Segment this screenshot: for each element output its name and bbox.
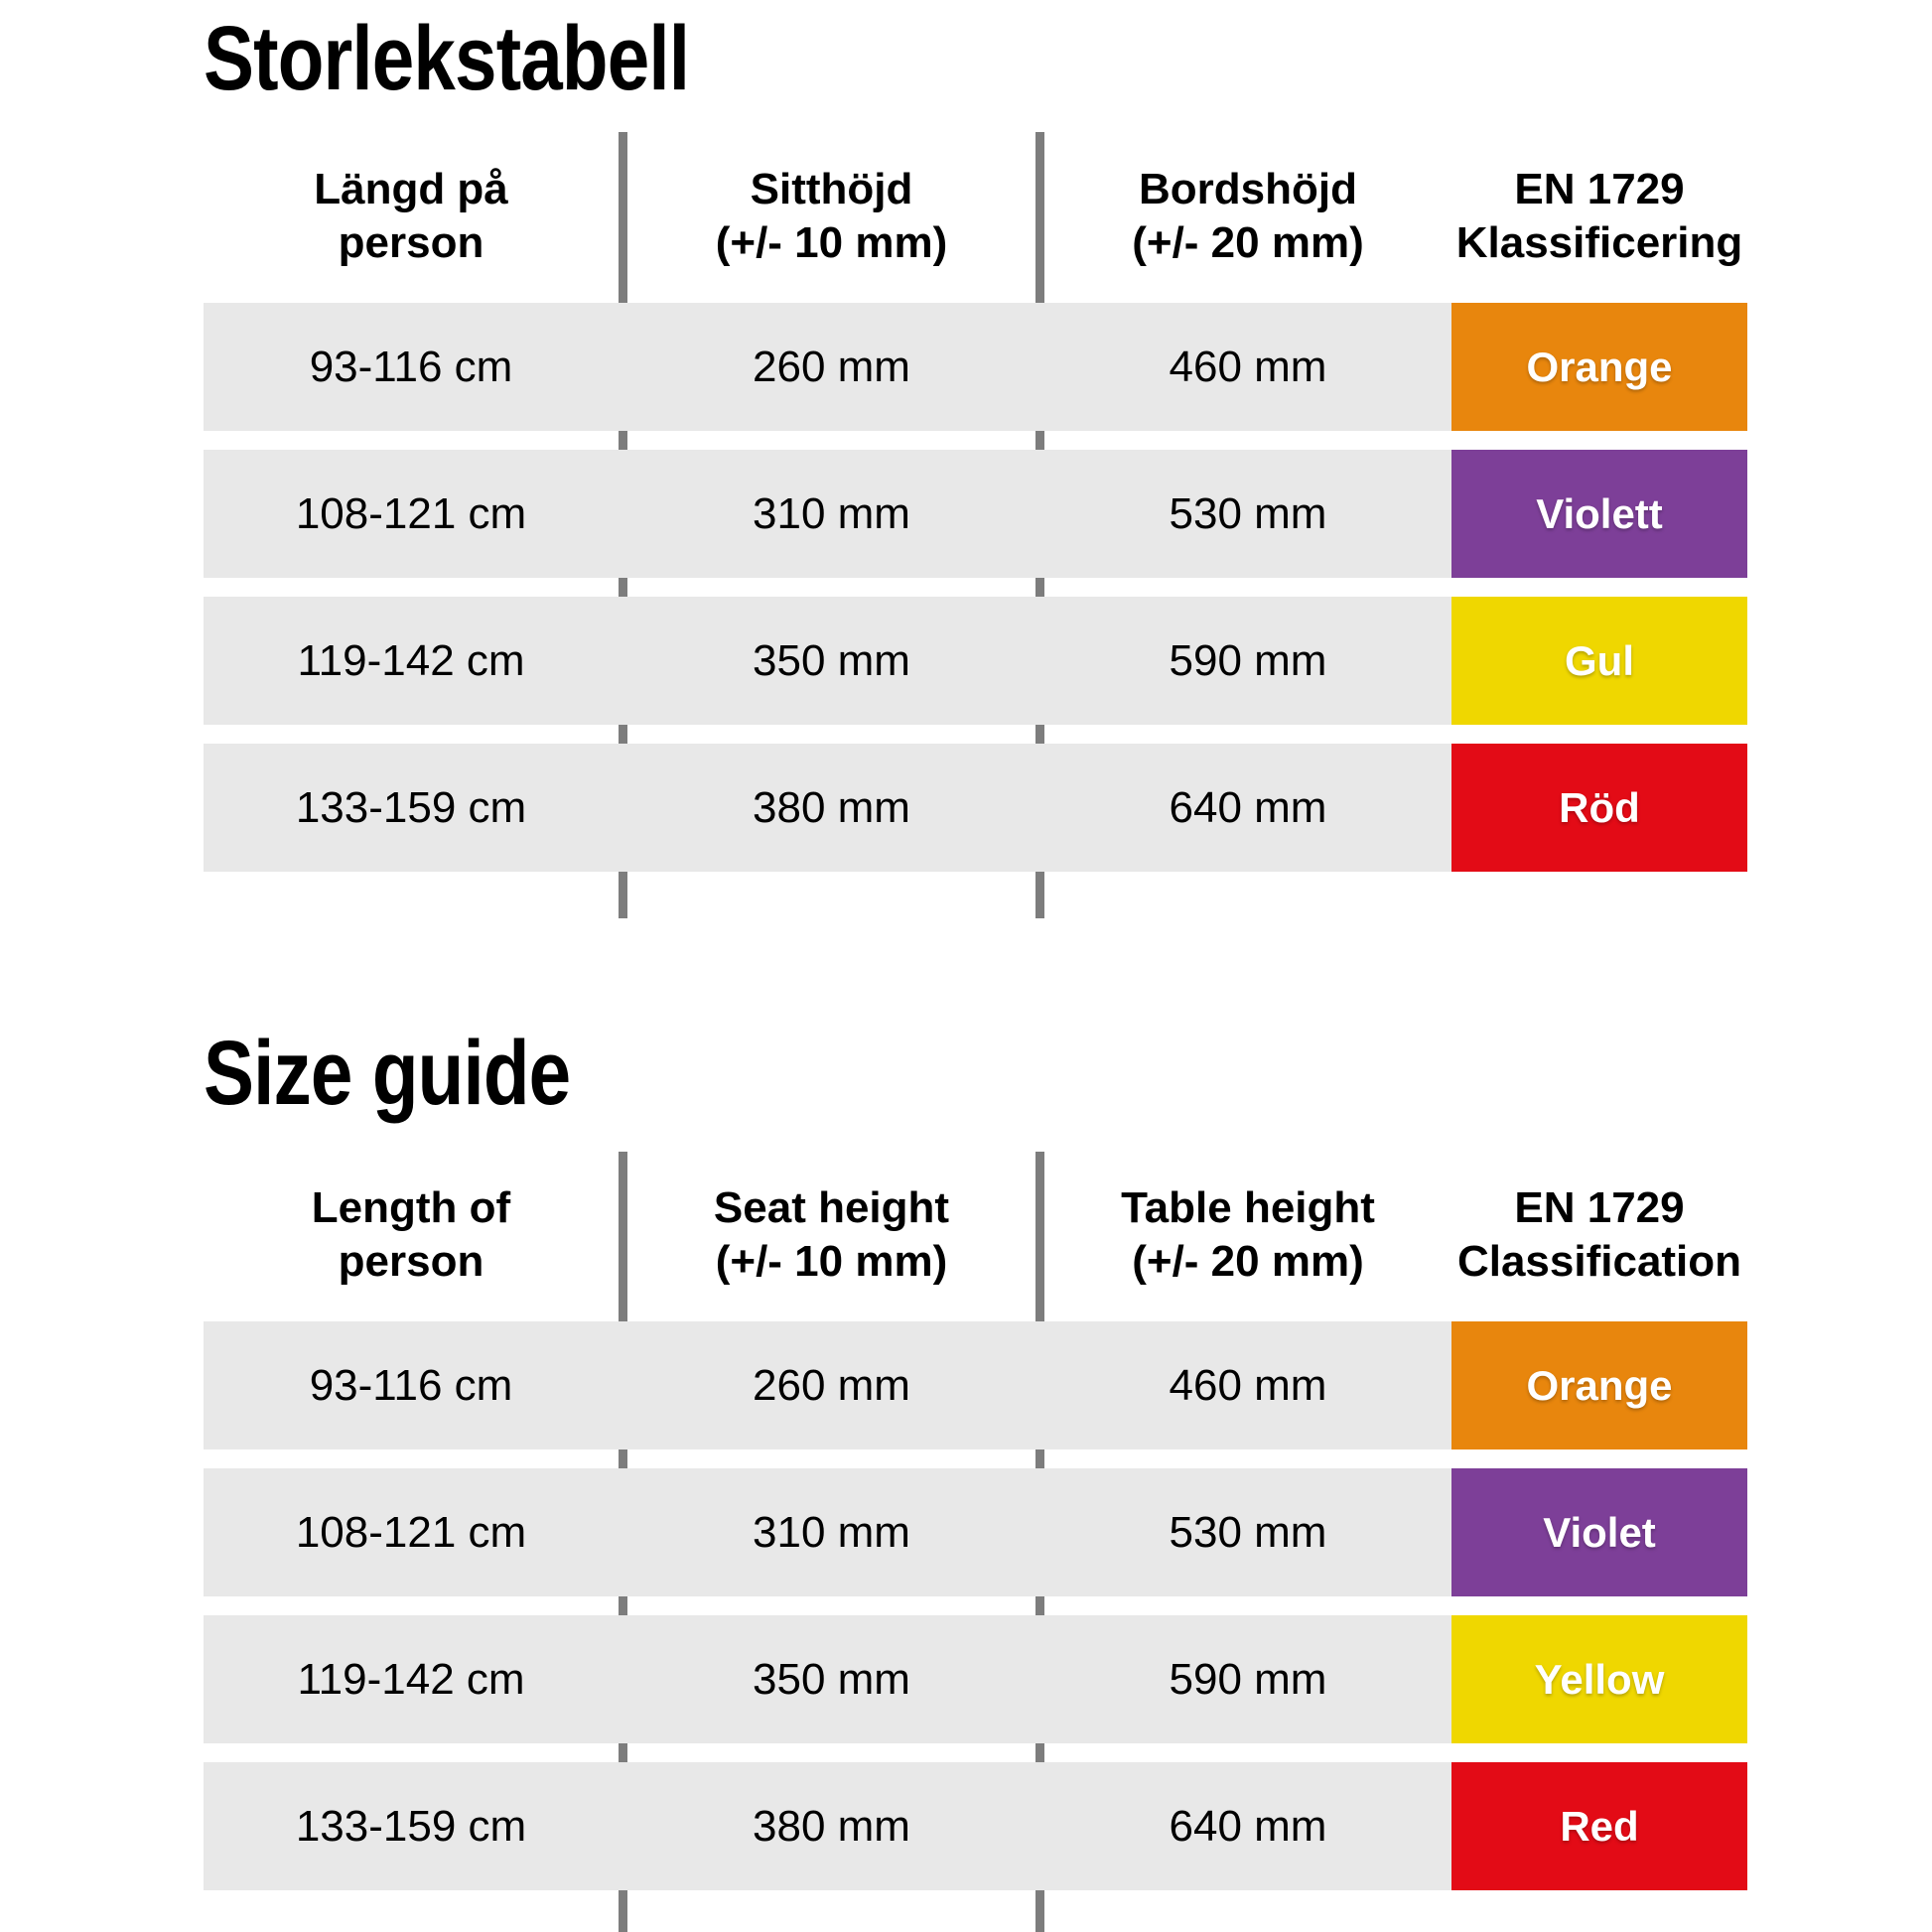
classification-badge: Yellow	[1451, 1615, 1747, 1743]
header-line: Length of	[311, 1183, 511, 1232]
row-background	[204, 1615, 1451, 1743]
cell-person-length: 93-116 cm	[309, 342, 513, 391]
classification-badge: Violet	[1451, 1468, 1747, 1596]
row-background	[204, 1762, 1451, 1890]
classification-badge: Violett	[1451, 450, 1747, 578]
header-line: Sitthöjd	[750, 165, 913, 213]
cell-seat-height: 350 mm	[753, 1654, 910, 1704]
classification-badge: Orange	[1451, 303, 1747, 431]
header-line: Klassificering	[1455, 218, 1743, 267]
cell-person-length: 119-142 cm	[297, 1654, 525, 1704]
header-line: Table height	[1121, 1183, 1375, 1232]
cell-table-height: 530 mm	[1169, 488, 1327, 538]
table-row: 133-159 cm 380 mm 640 mm Red	[0, 1762, 1932, 1890]
table-row: 119-142 cm 350 mm 590 mm Yellow	[0, 1615, 1932, 1743]
table-row: 133-159 cm 380 mm 640 mm Röd	[0, 744, 1932, 872]
row-background	[204, 597, 1451, 725]
table-title-swedish: Storlekstabell	[204, 8, 690, 109]
header-line: (+/- 10 mm)	[715, 1237, 948, 1286]
table-row: 93-116 cm 260 mm 460 mm Orange	[0, 303, 1932, 431]
table-title-english: Size guide	[204, 1023, 571, 1124]
column-header-seat-height: Sitthöjd (+/- 10 mm)	[627, 163, 1035, 270]
cell-seat-height: 310 mm	[753, 488, 910, 538]
cell-table-height: 530 mm	[1169, 1507, 1327, 1557]
header-line: Classification	[1456, 1237, 1742, 1286]
row-background	[204, 450, 1451, 578]
classification-badge: Röd	[1451, 744, 1747, 872]
cell-seat-height: 310 mm	[753, 1507, 910, 1557]
header-line: EN 1729	[1514, 165, 1685, 213]
row-background	[204, 1321, 1451, 1449]
row-background	[204, 303, 1451, 431]
cell-table-height: 460 mm	[1169, 1360, 1327, 1410]
table-row: 119-142 cm 350 mm 590 mm Gul	[0, 597, 1932, 725]
cell-table-height: 590 mm	[1169, 1654, 1327, 1704]
column-header-classification: EN 1729 Klassificering	[1425, 163, 1774, 270]
column-header-table-height: Table height (+/- 20 mm)	[1044, 1181, 1451, 1289]
cell-seat-height: 260 mm	[753, 1360, 910, 1410]
row-background	[204, 1468, 1451, 1596]
cell-table-height: 640 mm	[1169, 782, 1327, 832]
table-row: 108-121 cm 310 mm 530 mm Violet	[0, 1468, 1932, 1596]
column-header-seat-height: Seat height (+/- 10 mm)	[627, 1181, 1035, 1289]
column-header-table-height: Bordshöjd (+/- 20 mm)	[1044, 163, 1451, 270]
column-header-person-length: Length of person	[204, 1181, 619, 1289]
cell-table-height: 640 mm	[1169, 1801, 1327, 1851]
classification-badge: Orange	[1451, 1321, 1747, 1449]
table-row: 108-121 cm 310 mm 530 mm Violett	[0, 450, 1932, 578]
classification-badge: Red	[1451, 1762, 1747, 1890]
header-line: (+/- 10 mm)	[715, 218, 948, 267]
cell-person-length: 133-159 cm	[295, 1801, 527, 1851]
cell-seat-height: 380 mm	[753, 1801, 910, 1851]
column-header-classification: EN 1729 Classification	[1425, 1181, 1774, 1289]
header-line: Seat height	[713, 1183, 950, 1232]
header-line: (+/- 20 mm)	[1132, 1237, 1364, 1286]
header-line: person	[338, 1237, 484, 1286]
cell-person-length: 119-142 cm	[297, 635, 525, 685]
row-background	[204, 744, 1451, 872]
header-line: (+/- 20 mm)	[1132, 218, 1364, 267]
cell-seat-height: 350 mm	[753, 635, 910, 685]
cell-table-height: 460 mm	[1169, 342, 1327, 391]
cell-person-length: 93-116 cm	[309, 1360, 513, 1410]
header-line: Bordshöjd	[1139, 165, 1357, 213]
header-line: person	[338, 218, 484, 267]
cell-person-length: 108-121 cm	[295, 488, 527, 538]
cell-seat-height: 260 mm	[753, 342, 910, 391]
classification-badge: Gul	[1451, 597, 1747, 725]
cell-seat-height: 380 mm	[753, 782, 910, 832]
table-row: 93-116 cm 260 mm 460 mm Orange	[0, 1321, 1932, 1449]
cell-person-length: 108-121 cm	[295, 1507, 527, 1557]
header-line: EN 1729	[1514, 1183, 1685, 1232]
cell-person-length: 133-159 cm	[295, 782, 527, 832]
column-header-person-length: Längd på person	[204, 163, 619, 270]
cell-table-height: 590 mm	[1169, 635, 1327, 685]
header-line: Längd på	[314, 165, 508, 213]
